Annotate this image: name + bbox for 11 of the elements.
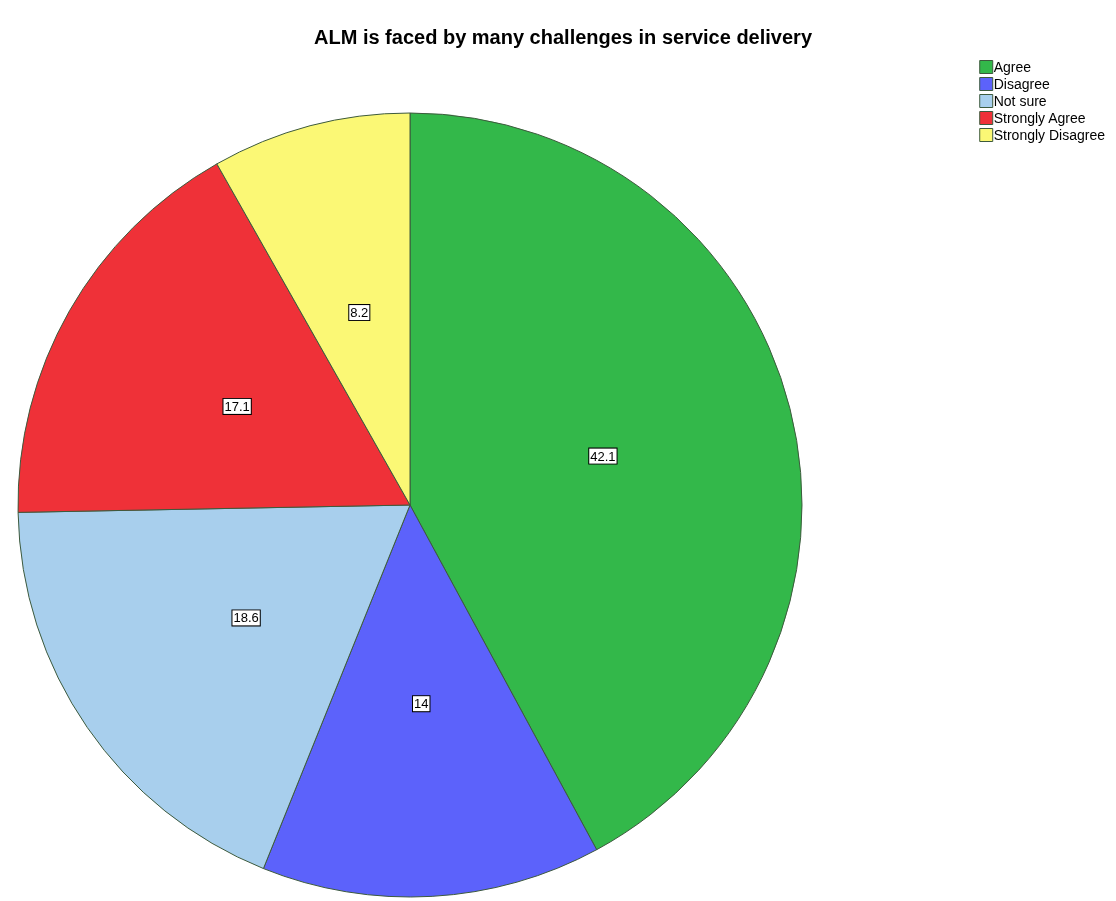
legend-label: Disagree [993,76,1050,92]
legend-label: Strongly Disagree [993,127,1106,143]
legend-label: Strongly Agree [993,110,1086,126]
data-label: 18.6 [233,610,259,626]
legend-label: Not sure [993,93,1047,109]
data-label: 8.2 [350,305,369,321]
data-label: 14 [414,696,429,712]
data-label: 42.1 [590,448,616,464]
data-label: 17.1 [224,398,250,414]
chart-title: ALM is faced by many challenges in service delivery [314,26,813,48]
legend-label: Agree [993,59,1032,75]
